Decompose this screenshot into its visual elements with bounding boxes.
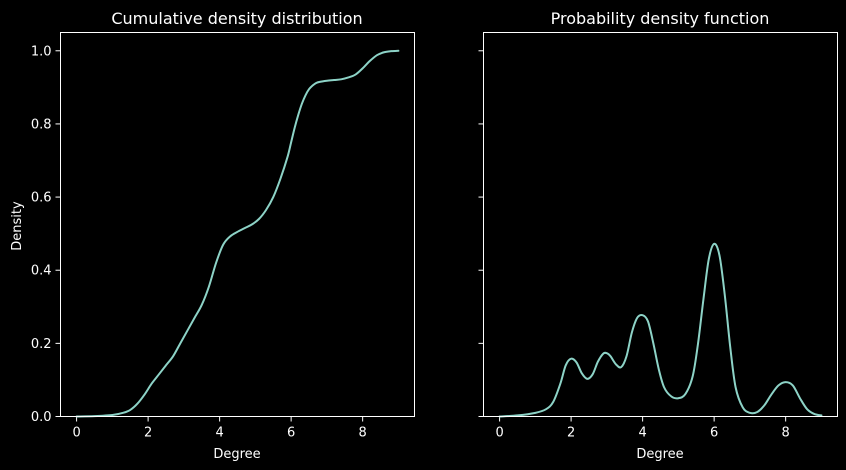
pdf-x-axis-label: Degree (636, 447, 683, 462)
cdf-plot-frame (60, 32, 415, 417)
cdf-y-tick-label: 1.0 (31, 44, 52, 59)
cdf-y-tick-label: 0.6 (31, 191, 52, 206)
pdf-x-tick-label: 8 (782, 426, 790, 441)
cdf-y-axis-label: Density (10, 201, 25, 251)
cdf-ticks: 0 2 4 6 8 0.0 0.2 0.4 0.6 0.8 1.0 (31, 44, 367, 440)
pdf-x-tick-label: 0 (495, 426, 503, 441)
pdf-ticks: 0 2 4 6 8 (478, 50, 790, 441)
pdf-panel: Probability density function Degree 0 2 4 6… (478, 9, 838, 462)
pdf-title: Probability density function (551, 9, 770, 28)
cdf-x-tick-label: 0 (72, 426, 80, 441)
pdf-x-tick-label: 2 (567, 426, 575, 441)
cdf-x-tick-label: 8 (359, 426, 367, 441)
pdf-x-tick-label: 6 (710, 426, 718, 441)
cdf-series-line (75, 49, 400, 418)
cdf-x-tick-label: 2 (144, 426, 152, 441)
cdf-title: Cumulative density distribution (111, 9, 362, 28)
cdf-panel: Cumulative density distribution Degree D… (10, 9, 415, 462)
pdf-series-line (498, 242, 823, 418)
pdf-x-tick-label: 4 (638, 426, 646, 441)
cdf-y-tick-label: 0.4 (31, 264, 52, 279)
pdf-plot-frame (483, 32, 838, 417)
cdf-x-axis-label: Degree (213, 447, 260, 462)
cdf-x-tick-label: 4 (215, 426, 223, 441)
cdf-y-tick-label: 0.2 (31, 337, 52, 352)
cdf-y-tick-label: 0.0 (31, 410, 52, 425)
cdf-y-tick-label: 0.8 (31, 117, 52, 132)
cdf-x-tick-label: 6 (287, 426, 295, 441)
